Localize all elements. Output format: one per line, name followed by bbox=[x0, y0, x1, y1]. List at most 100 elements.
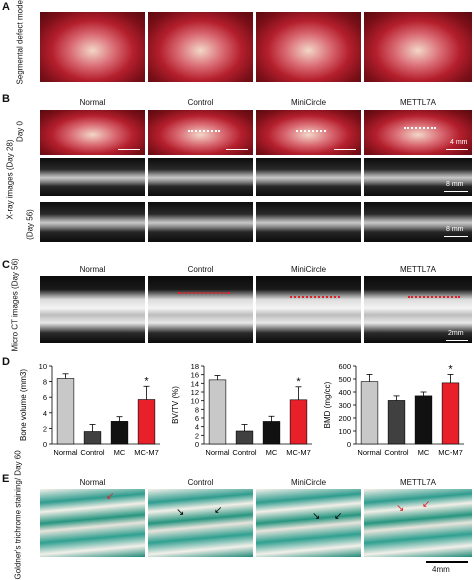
scale-label-microct: 2mm bbox=[448, 330, 464, 337]
y-tick-label: 18 bbox=[191, 362, 199, 371]
surgery-photo-4 bbox=[364, 12, 472, 82]
panel-d-label: D bbox=[2, 356, 10, 368]
scale-label-trichrome: 4mm bbox=[432, 565, 450, 574]
y-tick-label: 2 bbox=[43, 424, 47, 433]
panel-b-col-mettl7a: METTL7A bbox=[399, 98, 436, 107]
y-tick-label: 300 bbox=[338, 401, 351, 410]
bar-mc bbox=[110, 421, 129, 445]
x-tick-label: MC bbox=[114, 448, 126, 457]
panel-e-row-label: Goldner's trichrome staining/ Day 60 bbox=[13, 450, 23, 580]
xray56-control bbox=[148, 202, 253, 242]
bar-mc-m7 bbox=[441, 382, 460, 445]
panel-c-col-mettl7a: METTL7A bbox=[399, 265, 436, 274]
x-tick-label: Normal bbox=[205, 448, 230, 457]
significance-asterisk: * bbox=[448, 363, 453, 375]
black-arrow-icon: ↙ bbox=[334, 511, 343, 522]
y-tick-label: 16 bbox=[191, 371, 199, 380]
ct-marker-mettl7a bbox=[408, 296, 460, 298]
black-arrow-icon: ↘ bbox=[176, 507, 185, 518]
y-tick-label: 4 bbox=[195, 423, 199, 432]
bar-mc-m7 bbox=[137, 399, 156, 445]
ct-marker-control bbox=[178, 292, 230, 294]
defect-marker-minicircle bbox=[296, 130, 326, 132]
day0-photo-minicircle bbox=[256, 110, 361, 155]
bar-normal bbox=[56, 378, 75, 445]
bar-mc-m7 bbox=[289, 399, 308, 445]
bar-normal bbox=[208, 379, 227, 445]
y-tick-label: 0 bbox=[347, 440, 351, 449]
defect-marker-mettl7a bbox=[404, 127, 436, 129]
y-tick-label: 0 bbox=[195, 440, 199, 449]
bar-control bbox=[83, 431, 102, 445]
black-arrow-icon: ↙ bbox=[214, 505, 223, 516]
scale-bar-xray28 bbox=[444, 191, 468, 192]
trichrome-minicircle bbox=[256, 489, 361, 557]
y-tick-label: 2 bbox=[195, 431, 199, 440]
y-tick-label: 8 bbox=[195, 405, 199, 414]
microct-mettl7a bbox=[364, 276, 472, 343]
xray28-normal bbox=[40, 158, 145, 196]
trichrome-mettl7a bbox=[364, 489, 472, 557]
red-arrow-icon: ↘ bbox=[396, 503, 405, 514]
xray28-mettl7a bbox=[364, 158, 472, 196]
y-tick-label: 6 bbox=[43, 393, 47, 402]
significance-asterisk: * bbox=[296, 376, 301, 388]
scale-bar-microct bbox=[446, 340, 468, 341]
scale-label-day0: 4 mm bbox=[450, 139, 468, 146]
x-tick-label: Control bbox=[384, 448, 409, 457]
y-tick-label: 400 bbox=[338, 388, 351, 397]
bar-mc bbox=[262, 421, 281, 445]
microct-control bbox=[148, 276, 253, 343]
surgery-photo-1 bbox=[40, 12, 145, 82]
y-tick-label: 100 bbox=[338, 427, 351, 436]
y-tick-label: 10 bbox=[39, 362, 47, 371]
y-tick-label: 6 bbox=[195, 414, 199, 423]
bone-volume-chart: Bone volume (mm3) 0 2 4 6 8 10 Normal Control MC M… bbox=[19, 362, 160, 457]
panel-c-label: C bbox=[2, 259, 10, 271]
panel-b-row-day0: Day 0 bbox=[15, 121, 25, 142]
xray56-mettl7a bbox=[364, 202, 472, 242]
x-tick-label: MC-M7 bbox=[134, 448, 159, 457]
y-axis-label: Bone volume (mm3) bbox=[19, 369, 28, 441]
x-tick-label: Normal bbox=[53, 448, 78, 457]
x-tick-label: Control bbox=[232, 448, 257, 457]
xray56-normal bbox=[40, 202, 145, 242]
panel-c-col-minicircle: MiniCircle bbox=[290, 265, 327, 274]
panel-b-col-minicircle: MiniCircle bbox=[290, 98, 327, 107]
x-tick-label: Control bbox=[80, 448, 105, 457]
x-tick-label: MC bbox=[418, 448, 430, 457]
defect-marker-control bbox=[188, 130, 220, 132]
panel-e-col-minicircle: MiniCircle bbox=[290, 478, 327, 487]
day0-photo-normal bbox=[40, 110, 145, 155]
trichrome-control bbox=[148, 489, 253, 557]
day0-photo-control bbox=[148, 110, 253, 155]
panel-b-col-control: Control bbox=[187, 98, 214, 107]
panel-e-label: E bbox=[2, 473, 10, 485]
surgery-photo-3 bbox=[256, 12, 361, 82]
x-tick-label: MC bbox=[266, 448, 278, 457]
panel-b-row-xray28: X-ray images (Day 28) bbox=[5, 139, 15, 220]
scale-bar-day0-normal bbox=[118, 149, 140, 150]
x-tick-label: MC-M7 bbox=[438, 448, 463, 457]
bar-control bbox=[387, 400, 406, 445]
panel-c-col-control: Control bbox=[187, 265, 214, 274]
bar-control bbox=[235, 430, 254, 445]
scale-bar-xray56 bbox=[444, 236, 468, 237]
scale-bar-day0-mettl7a bbox=[446, 149, 468, 150]
panel-b-label: B bbox=[2, 93, 10, 105]
xray28-control bbox=[148, 158, 253, 196]
y-axis-label: BMD (mg/cc) bbox=[323, 381, 332, 428]
y-tick-label: 0 bbox=[43, 440, 47, 449]
panel-a-label: A bbox=[2, 1, 10, 13]
panel-c-row-label: Micro CT images (Day 56) bbox=[10, 258, 20, 352]
bar-normal bbox=[360, 381, 379, 445]
scale-label-xray56: 8 mm bbox=[446, 226, 464, 233]
y-tick-label: 14 bbox=[191, 379, 199, 388]
red-arrow-icon: ↙ bbox=[106, 491, 115, 502]
panel-c-col-normal: Normal bbox=[79, 265, 106, 274]
y-axis-label: BV/TV (%) bbox=[171, 386, 180, 424]
scale-bar-trichrome bbox=[426, 561, 468, 563]
y-tick-label: 8 bbox=[43, 378, 47, 387]
panel-e-col-mettl7a: METTL7A bbox=[399, 478, 436, 487]
